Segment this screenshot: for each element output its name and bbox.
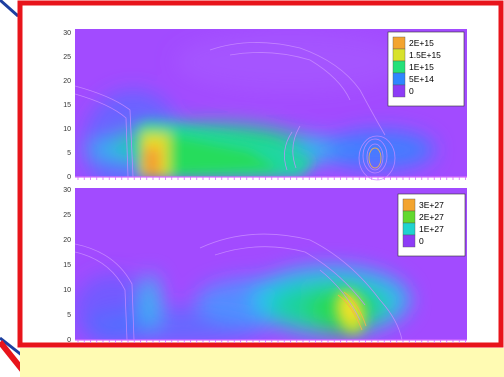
bottom-y-tick-0: 0: [67, 337, 71, 344]
bottom-y-tick-15: 15: [63, 262, 71, 269]
bottom-legend-swatch-0: [402, 234, 416, 248]
bottom-legend: 3E+27 2E+27 1E+27 0: [397, 193, 466, 257]
bottom-legend-label-1e27: 1E+27: [419, 224, 444, 234]
top-y-tick-20: 20: [63, 78, 71, 85]
top-y-tick-0: 0: [67, 174, 71, 181]
bottom-legend-label-0: 0: [419, 236, 424, 246]
top-legend-swatch-5e14: [392, 72, 406, 86]
top-connector-line: [0, 0, 19, 18]
caption-strip: [20, 348, 504, 377]
top-legend: 2E+15 1.5E+15 1E+15 5E+14 0: [387, 31, 465, 107]
top-contour-lines: [74, 42, 396, 181]
bottom-y-tick-25: 25: [63, 212, 71, 219]
bottom-legend-swatch-3e27: [402, 198, 416, 212]
top-legend-label-5e14: 5E+14: [409, 74, 434, 84]
bottom-y-tick-5: 5: [67, 312, 71, 319]
bottom-contour-highlight: [337, 291, 367, 331]
top-contour-highlight: [368, 147, 382, 169]
top-legend-label-0: 0: [409, 86, 414, 96]
top-legend-swatch-1-5e15: [392, 48, 406, 62]
bottom-y-tick-labels: 0 5 10 15 20 25 30: [63, 187, 71, 344]
top-heatmap-panel: 0 5 10 15 20 25 30 2E+15 1.5E+15 1E+15 5…: [63, 29, 467, 181]
top-legend-label-2e15: 2E+15: [409, 38, 434, 48]
top-y-tick-25: 25: [63, 54, 71, 61]
top-legend-swatch-0: [392, 84, 406, 98]
bottom-legend-label-3e27: 3E+27: [419, 200, 444, 210]
top-legend-label-1e15: 1E+15: [409, 62, 434, 72]
bottom-legend-label-2e27: 2E+27: [419, 212, 444, 222]
top-legend-swatch-2e15: [392, 36, 406, 50]
top-y-tick-labels: 0 5 10 15 20 25 30: [63, 30, 71, 181]
bottom-x-ticks: [77, 340, 466, 343]
bottom-legend-swatch-1e27: [402, 222, 416, 236]
top-y-tick-5: 5: [67, 150, 71, 157]
top-y-tick-10: 10: [63, 126, 71, 133]
bottom-contour-lines: [74, 233, 403, 341]
bottom-y-tick-30: 30: [63, 187, 71, 194]
top-x-ticks: [77, 177, 466, 180]
top-y-tick-15: 15: [63, 102, 71, 109]
top-y-tick-30: 30: [63, 30, 71, 37]
top-legend-label-1-5e15: 1.5E+15: [409, 50, 441, 60]
top-legend-swatch-1e15: [392, 60, 406, 74]
bottom-heatmap-panel: 0 5 10 15 20 25 30 3E+27 2E+27 1E+27 0: [63, 187, 467, 344]
left-page-remnant: [0, 0, 16, 377]
bottom-y-tick-10: 10: [63, 287, 71, 294]
bottom-legend-swatch-2e27: [402, 210, 416, 224]
bottom-y-tick-20: 20: [63, 237, 71, 244]
